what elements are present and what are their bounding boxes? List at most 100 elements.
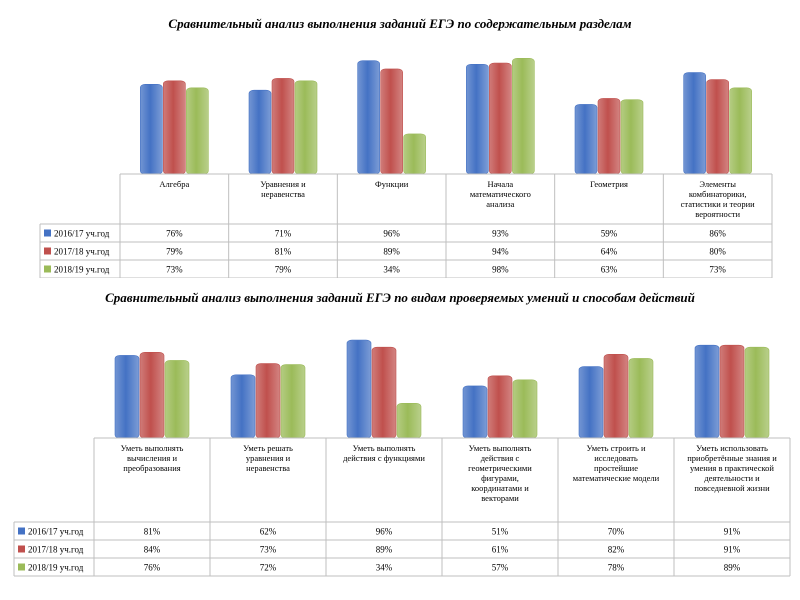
bar-s2016-cat-2 (357, 60, 380, 175)
bar-s2017-cat-0 (139, 352, 165, 439)
bar-s2017-cat-1 (271, 78, 295, 175)
legend-swatch-s2017 (18, 545, 25, 553)
legend-label-s2016: 2016/17 уч.год (54, 229, 110, 239)
legend-label-s2018: 2018/19 уч.год (28, 563, 84, 573)
value-label-s2017-cat-2: 89% (383, 247, 400, 257)
bar-s2016-cat-3 (466, 63, 489, 175)
chart-1: Алгебра Уравнения и неравенства Функции Нача… (39, 58, 773, 278)
bar-s2018-cat-0 (186, 87, 209, 175)
value-label-s2016-cat-4: 70% (608, 527, 625, 537)
bar-s2018-cat-3 (512, 379, 538, 439)
bar-s2016-cat-1 (230, 374, 256, 439)
bar-s2017-cat-4 (603, 354, 629, 439)
value-label-s2016-cat-3: 51% (492, 527, 509, 537)
value-label-s2016-cat-0: 76% (166, 229, 183, 239)
value-label-s2016-cat-0: 81% (144, 527, 161, 537)
value-label-s2018-cat-0: 73% (166, 265, 183, 275)
bar-s2018-cat-4 (628, 358, 654, 439)
bar-s2016-cat-1 (248, 89, 272, 175)
category-label: Уметь строить и исследовать простейшие мате… (573, 443, 660, 483)
category-label: Функции (375, 179, 409, 189)
value-label-s2016-cat-1: 62% (260, 527, 277, 537)
bar-s2017-cat-3 (489, 62, 512, 175)
bar-s2016-cat-0 (140, 84, 163, 175)
value-label-s2016-cat-3: 93% (492, 229, 509, 239)
bar-s2018-cat-3 (512, 58, 535, 175)
legend-label-s2016: 2016/17 уч.год (28, 527, 84, 537)
value-label-s2016-cat-5: 86% (709, 229, 726, 239)
value-label-s2016-cat-2: 96% (383, 229, 400, 239)
category-label: Уметь решать уравнения и неравенства (243, 443, 293, 473)
value-label-s2017-cat-3: 61% (492, 545, 509, 555)
category-label: Уметь выполнять действия с геометрическими… (468, 443, 532, 503)
value-label-s2017-cat-1: 81% (275, 247, 292, 257)
value-label-s2017-cat-4: 64% (601, 247, 618, 257)
legend-swatch-s2018 (18, 563, 25, 571)
bar-s2017-cat-2 (371, 346, 397, 439)
value-label-s2018-cat-1: 72% (260, 563, 277, 573)
chart-2-title: Сравнительный анализ выполнения заданий … (105, 290, 695, 305)
category-label: Начала математического анализа (470, 179, 531, 209)
legend-label-s2017: 2017/18 уч.год (28, 545, 84, 555)
bar-s2018-cat-4 (620, 99, 644, 175)
bar-s2016-cat-3 (462, 385, 488, 439)
category-label: Алгебра (159, 179, 189, 189)
value-label-s2016-cat-5: 91% (724, 527, 741, 537)
value-label-s2018-cat-3: 57% (492, 563, 509, 573)
category-label: Геометрия (590, 179, 628, 189)
legend-swatch-s2018 (44, 265, 51, 273)
value-label-s2018-cat-4: 63% (601, 265, 618, 275)
value-label-s2016-cat-4: 59% (601, 229, 618, 239)
value-label-s2017-cat-3: 94% (492, 247, 509, 257)
bar-s2017-cat-0 (163, 80, 186, 175)
legend-swatch-s2016 (44, 229, 51, 237)
chart-2: Уметь выполнять вычисления и преобразовани… (13, 339, 791, 577)
bar-s2016-cat-5 (694, 344, 720, 439)
value-label-s2017-cat-0: 84% (144, 545, 161, 555)
chart-1-title: Сравнительный анализ выполнения заданий … (168, 16, 632, 31)
value-label-s2017-cat-2: 89% (376, 545, 393, 555)
bar-s2016-cat-0 (114, 355, 140, 439)
category-label: Уметь выполнять вычисления и преобразовани… (121, 443, 184, 473)
value-label-s2017-cat-1: 73% (260, 545, 277, 555)
bar-s2018-cat-1 (280, 364, 306, 439)
bar-s2017-cat-5 (706, 79, 729, 175)
value-label-s2016-cat-2: 96% (376, 527, 393, 537)
value-label-s2017-cat-5: 91% (724, 545, 741, 555)
bar-s2016-cat-4 (574, 104, 598, 175)
bar-s2018-cat-5 (729, 87, 752, 175)
value-label-s2017-cat-4: 82% (608, 545, 625, 555)
category-label: Уметь выполнять действия с функциями (343, 443, 425, 463)
bar-s2016-cat-2 (346, 339, 372, 439)
value-label-s2017-cat-0: 79% (166, 247, 183, 257)
bar-s2018-cat-0 (164, 360, 190, 439)
bar-s2016-cat-5 (683, 72, 706, 175)
value-label-s2018-cat-5: 73% (709, 265, 726, 275)
bar-s2017-cat-4 (597, 98, 621, 175)
legend-label-s2018: 2018/19 уч.год (54, 265, 110, 275)
bar-s2017-cat-3 (487, 375, 513, 439)
value-label-s2018-cat-2: 34% (376, 563, 393, 573)
value-label-s2018-cat-2: 34% (383, 265, 400, 275)
bar-s2017-cat-5 (719, 344, 745, 439)
category-label: Уравнения и неравенства (260, 179, 306, 199)
bar-s2017-cat-1 (255, 363, 281, 439)
bar-s2017-cat-2 (380, 68, 403, 175)
value-label-s2016-cat-1: 71% (275, 229, 292, 239)
bar-s2018-cat-2 (403, 133, 426, 175)
category-label: Элементы комбинаторики, статистики и теори… (681, 179, 755, 219)
value-label-s2018-cat-4: 78% (608, 563, 625, 573)
bar-s2018-cat-1 (294, 80, 318, 175)
value-label-s2018-cat-5: 89% (724, 563, 741, 573)
bar-s2018-cat-2 (396, 403, 422, 439)
value-label-s2018-cat-0: 76% (144, 563, 161, 573)
legend-label-s2017: 2017/18 уч.год (54, 247, 110, 257)
value-label-s2018-cat-3: 98% (492, 265, 509, 275)
value-label-s2018-cat-1: 79% (275, 265, 292, 275)
bar-s2016-cat-4 (578, 366, 604, 439)
legend-swatch-s2016 (18, 527, 25, 535)
value-label-s2017-cat-5: 80% (709, 247, 726, 257)
category-label: Уметь использовать приобретённые знания и… (687, 443, 777, 493)
legend-swatch-s2017 (44, 247, 51, 255)
bar-s2018-cat-5 (744, 346, 770, 439)
